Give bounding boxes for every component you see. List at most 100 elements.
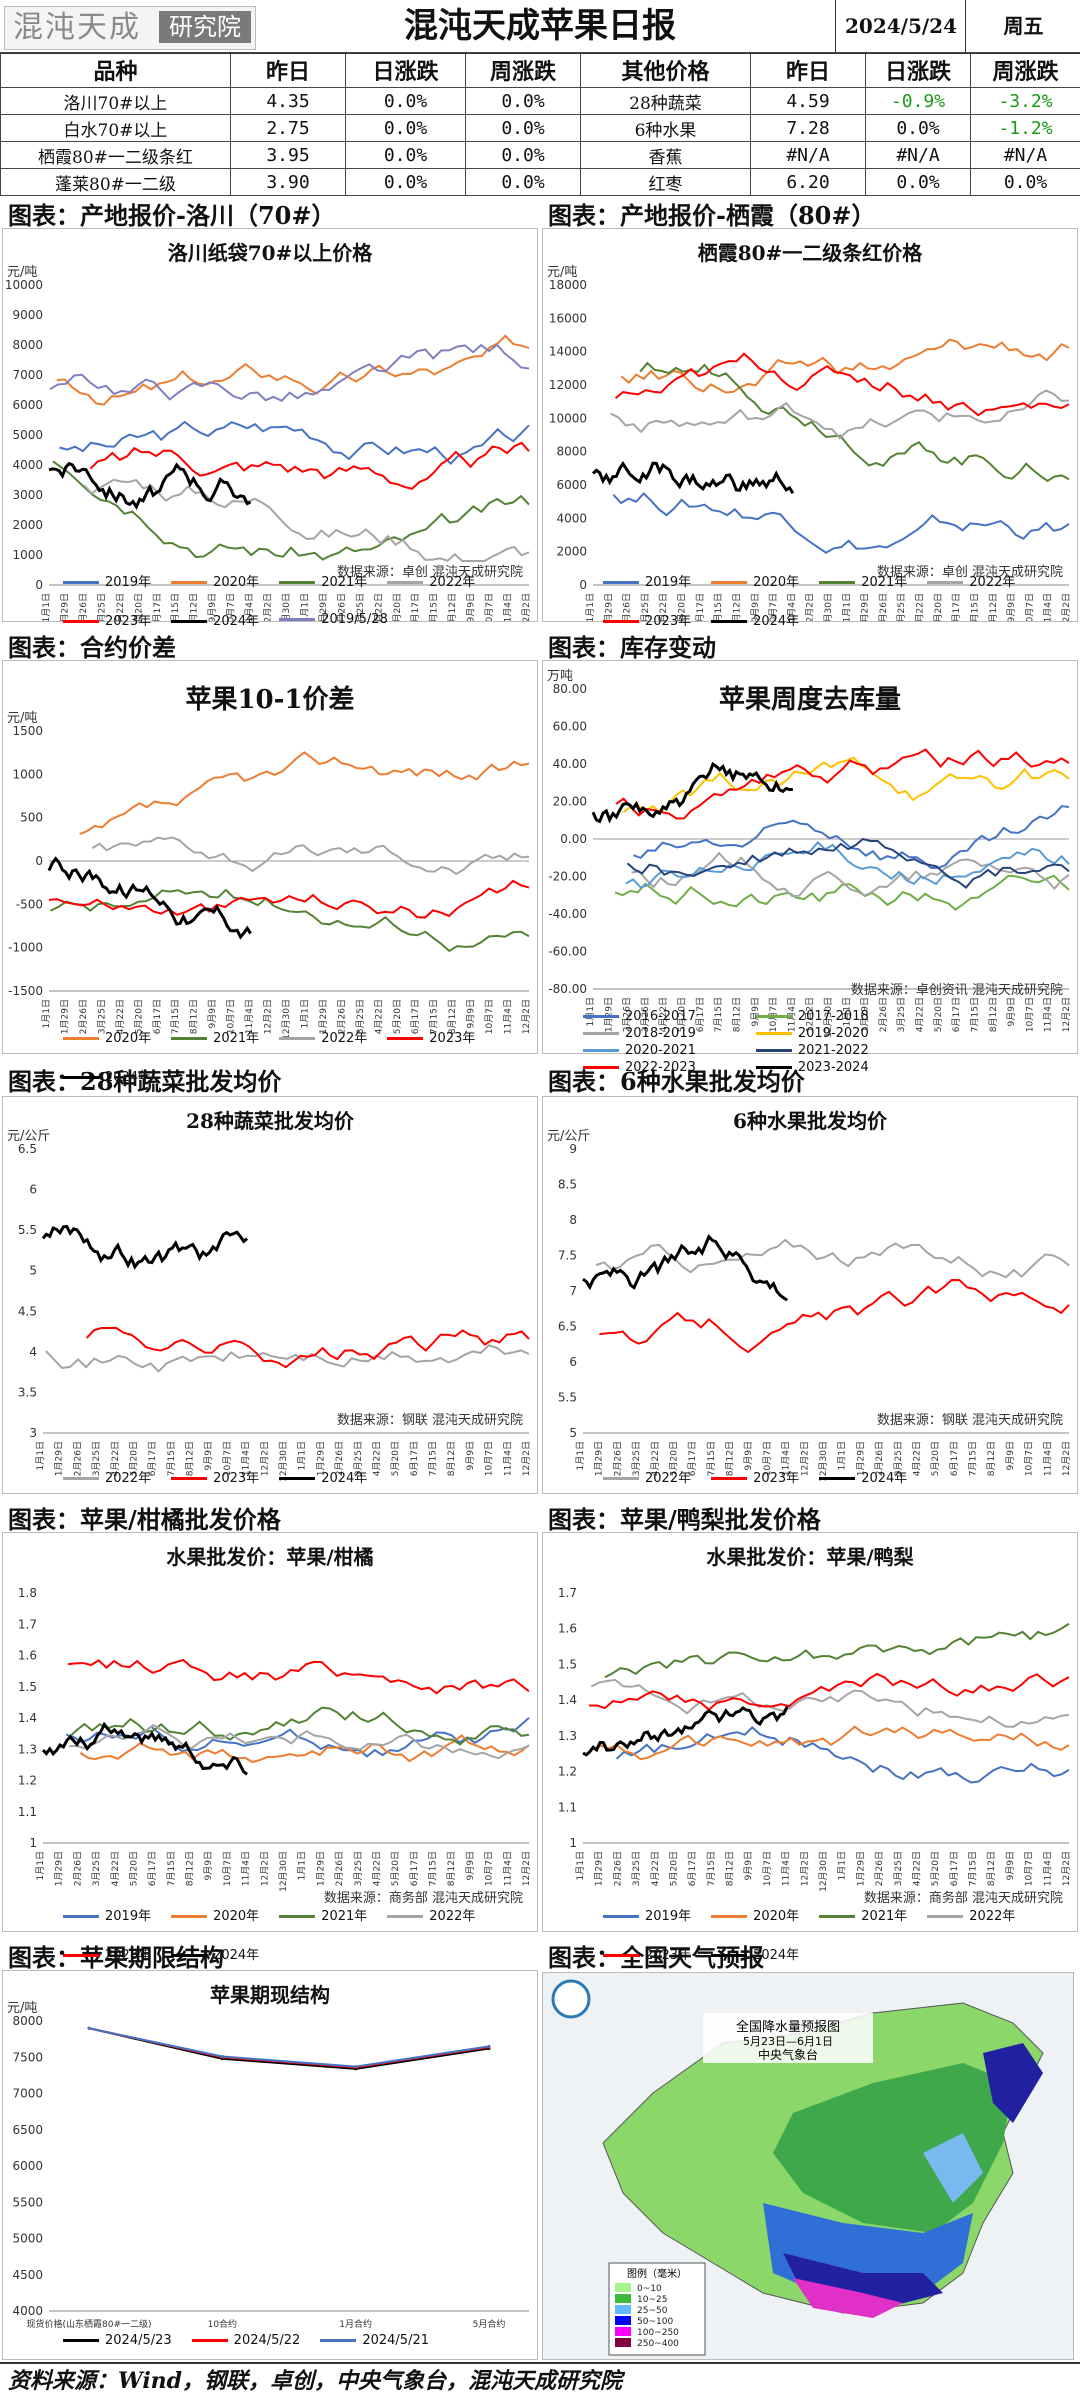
legend-item: 2019年 bbox=[603, 1905, 691, 1924]
legend-item: 2023-2024 bbox=[756, 1060, 869, 1075]
x-tick-label: 12月2日 bbox=[1061, 997, 1072, 1032]
legend-item: 2023年 bbox=[603, 610, 691, 629]
legend-item: 2019年 bbox=[603, 571, 691, 590]
y-tick-label: 9 bbox=[569, 1142, 577, 1156]
series-line bbox=[605, 1624, 1069, 1678]
table-cell: 3.95 bbox=[231, 142, 346, 169]
table-cell: 洛川70#以上 bbox=[1, 88, 231, 115]
legend-item: 2020年 bbox=[711, 571, 799, 590]
x-tick-label: 5月20日 bbox=[390, 1851, 401, 1886]
legend-item: 2022年 bbox=[927, 571, 1015, 590]
table-cell: 0.0% bbox=[346, 142, 466, 169]
x-tick-label: 12月30日 bbox=[278, 1851, 289, 1892]
y-tick-label: 80.00 bbox=[553, 682, 587, 696]
legend-item: 2020年 bbox=[63, 1027, 151, 1046]
table-cell: -3.2% bbox=[971, 88, 1080, 115]
legend-item: 2022年 bbox=[603, 1467, 691, 1486]
y-tick-label: -1500 bbox=[8, 984, 43, 998]
table-cell: 红枣 bbox=[581, 169, 751, 196]
report-date: 2024/5/24 bbox=[835, 0, 966, 52]
x-tick-label: 7月15日 bbox=[428, 1851, 439, 1886]
x-tick-label: 1月29日 bbox=[54, 1851, 65, 1886]
x-tick-label: 12月2日 bbox=[1061, 1441, 1072, 1476]
y-tick-label: 1000 bbox=[12, 548, 43, 562]
x-tick-label: 3月25日 bbox=[91, 1851, 102, 1886]
data-source: 数据来源：钢联 混沌天成研究院 bbox=[877, 1409, 1063, 1428]
y-tick-label: 7000 bbox=[12, 368, 43, 382]
table-cell: 7.28 bbox=[751, 115, 866, 142]
map-legend-label: 250~400 bbox=[637, 2339, 679, 2349]
x-tick-label: 1月1日 bbox=[575, 1851, 586, 1880]
y-tick-label: 4000 bbox=[12, 458, 43, 472]
y-tick-label: 4500 bbox=[12, 2268, 43, 2282]
section-title: 图表：苹果/柑橘批发价格 bbox=[8, 1500, 281, 1535]
map-subtitle: 5月23日—6月1日 bbox=[743, 2035, 833, 2048]
table-cell: 2.75 bbox=[231, 115, 346, 142]
x-tick-label: 1月1日 bbox=[35, 1441, 46, 1470]
y-tick-label: 0 bbox=[35, 854, 43, 868]
x-tick-label: 现货价格(山东栖霞80#一二级) bbox=[26, 2318, 151, 2330]
table-cell: #N/A bbox=[751, 142, 866, 169]
series-line bbox=[90, 443, 529, 489]
x-tick-label: 1月1日 bbox=[299, 999, 310, 1028]
y-tick-label: -40.00 bbox=[548, 907, 587, 921]
legend-item: 2019年 bbox=[63, 1905, 151, 1924]
legend-item: 2021年 bbox=[279, 1905, 367, 1924]
y-tick-label: 9000 bbox=[12, 308, 43, 322]
series-line bbox=[87, 1328, 529, 1367]
series-line bbox=[43, 1227, 247, 1267]
col-header: 其他价格 bbox=[581, 53, 751, 88]
legend-item: 2022-2023 bbox=[583, 1060, 696, 1075]
y-tick-label: 8000 bbox=[12, 2014, 43, 2028]
section-title: 图表：合约价差 bbox=[8, 628, 176, 663]
x-tick-label: 1月29日 bbox=[315, 1851, 326, 1886]
x-tick-label: 9月9日 bbox=[743, 1851, 754, 1880]
series-line bbox=[53, 461, 529, 559]
y-tick-label: 500 bbox=[20, 811, 43, 825]
x-tick-label: 11月4日 bbox=[502, 1851, 513, 1886]
y-tick-label: 1.5 bbox=[18, 1680, 37, 1694]
y-tick-label: 18000 bbox=[549, 278, 587, 292]
cma-logo-icon bbox=[553, 1981, 589, 2017]
y-tick-label: 6000 bbox=[12, 2159, 43, 2173]
legend-item: 2024年 bbox=[711, 1944, 799, 1963]
x-tick-label: 1月1日 bbox=[575, 1441, 586, 1470]
section-title: 图表：库存变动 bbox=[548, 628, 716, 663]
legend-item: 2024/5/22 bbox=[192, 2333, 301, 2348]
series-line bbox=[80, 752, 529, 834]
series-line bbox=[599, 1280, 1069, 1352]
map-legend-label: 0~10 bbox=[637, 2284, 662, 2294]
x-tick-label: 12月2日 bbox=[259, 1851, 270, 1886]
report-title: 混沌天成苹果日报 bbox=[300, 0, 780, 52]
series-line bbox=[621, 340, 1069, 393]
report-weekday: 周五 bbox=[965, 0, 1080, 52]
series-line bbox=[615, 354, 1069, 415]
table-header-row: 品种 昨日 日涨跌 周涨跌 其他价格 昨日 日涨跌 周涨跌 bbox=[1, 53, 1080, 88]
legend-item: 2022年 bbox=[279, 1027, 367, 1046]
x-tick-label: 1月29日 bbox=[855, 1851, 866, 1886]
x-tick-label: 10月7日 bbox=[1024, 1851, 1035, 1886]
table-cell: #N/A bbox=[971, 142, 1080, 169]
y-tick-label: 6000 bbox=[12, 398, 43, 412]
y-tick-label: 5500 bbox=[12, 2195, 43, 2209]
y-tick-label: 8.5 bbox=[558, 1178, 577, 1192]
data-source: 数据来源：商务部 混沌天成研究院 bbox=[864, 1887, 1063, 1906]
series-line bbox=[589, 1674, 1069, 1710]
y-tick-label: 4 bbox=[29, 1345, 37, 1359]
x-tick-label: 3月25日 bbox=[353, 1851, 364, 1886]
y-tick-label: 10000 bbox=[549, 411, 587, 425]
x-tick-label: 12月2日 bbox=[521, 1441, 532, 1476]
x-tick-label: 12月30日 bbox=[818, 1851, 829, 1892]
x-tick-label: 6月17日 bbox=[409, 1851, 420, 1886]
y-tick-label: 6 bbox=[29, 1183, 37, 1197]
y-tick-label: 1 bbox=[29, 1836, 37, 1850]
x-tick-label: 10月7日 bbox=[762, 1851, 773, 1886]
